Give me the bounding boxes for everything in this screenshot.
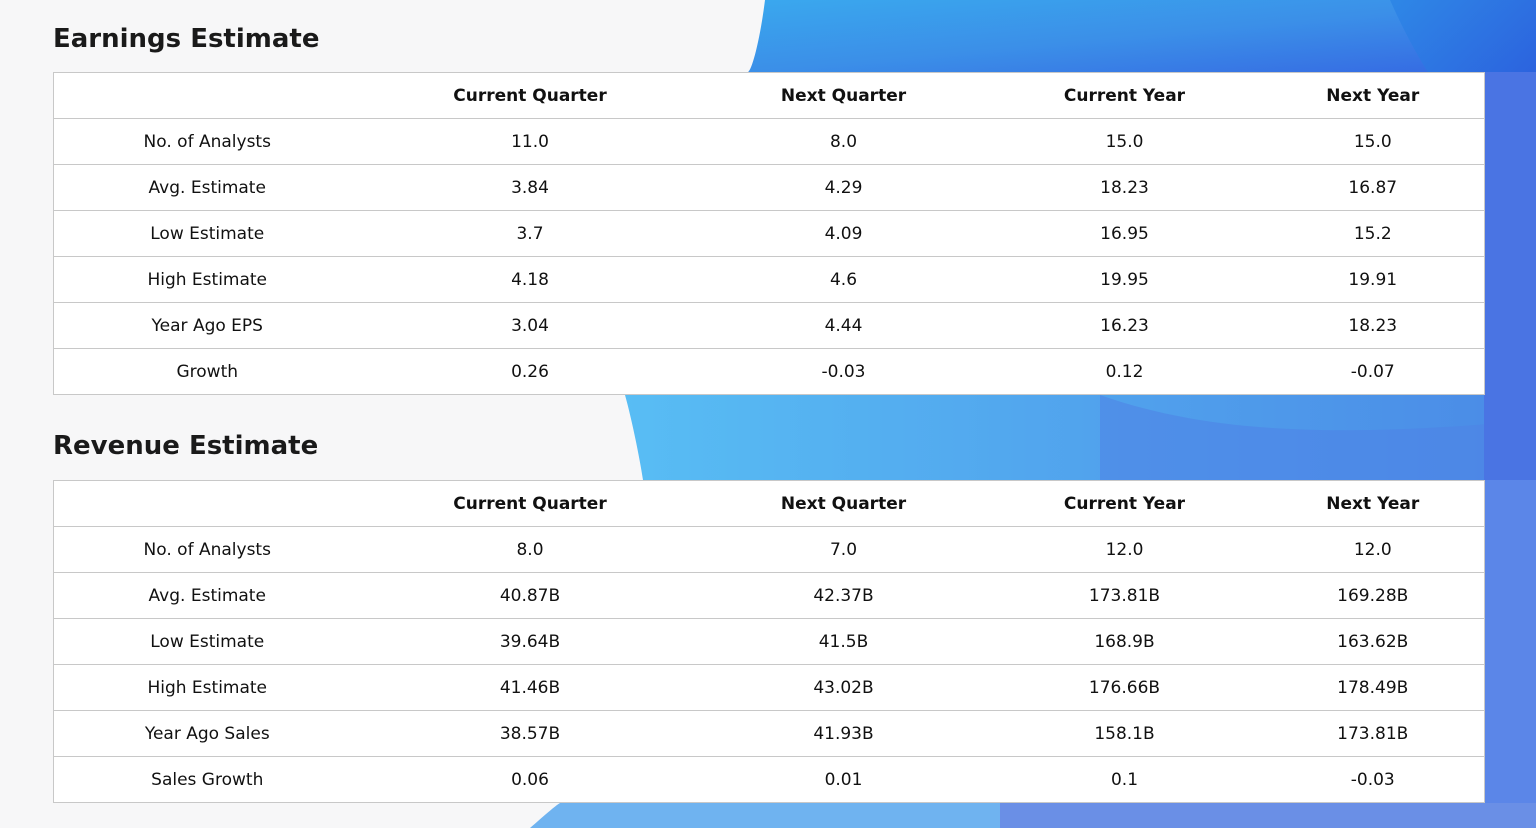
row-label: Sales Growth [151, 769, 264, 790]
cell-value: 16.87 [1261, 164, 1485, 211]
cell-value: 3.7 [360, 210, 700, 257]
cell-value: -0.03 [1350, 769, 1395, 790]
cell-value: 178.49B [1261, 664, 1485, 711]
cell-value: 41.5B [699, 618, 988, 665]
cell-value: 158.1B [987, 710, 1262, 757]
cell-value: 176.66B [987, 664, 1262, 711]
cell-value: 43.02B [699, 664, 988, 711]
revenue-estimate-title: Revenue Estimate [53, 431, 319, 461]
header-current-year: Current Year [987, 480, 1262, 527]
row-label: Growth [176, 361, 239, 382]
row-label: Year Ago Sales [53, 710, 361, 757]
cell-value: -0.07 [1350, 361, 1395, 382]
cell-value: 39.64B [360, 618, 700, 665]
earnings-estimate-table: Current Quarter Next Quarter Current Yea… [53, 72, 1485, 395]
cell-value: 4.44 [699, 302, 988, 349]
cell-value: 7.0 [699, 526, 988, 573]
cell-value: 4.09 [699, 210, 988, 257]
cell-value: 4.18 [360, 256, 700, 303]
header-current-year: Current Year [987, 72, 1262, 119]
cell-value: 4.29 [699, 164, 988, 211]
cell-value: 18.23 [1261, 302, 1485, 349]
cell-value: 168.9B [987, 618, 1262, 665]
row-label: High Estimate [53, 664, 361, 711]
table-row: Growth 0.26 -0.03 0.12 -0.07 [54, 349, 1485, 395]
cell-value: -0.03 [821, 361, 866, 382]
header-cell [53, 480, 361, 527]
cell-value: 0.26 [511, 361, 549, 382]
cell-value: 38.57B [360, 710, 700, 757]
cell-value: 4.6 [699, 256, 988, 303]
cell-value: 12.0 [1261, 526, 1485, 573]
cell-value: 163.62B [1261, 618, 1485, 665]
header-current-quarter: Current Quarter [360, 480, 700, 527]
table-row: Avg. Estimate 3.84 4.29 18.23 16.87 [53, 164, 1485, 211]
row-label: Low Estimate [53, 210, 361, 257]
cell-value: 41.93B [699, 710, 988, 757]
header-current-quarter: Current Quarter [360, 72, 700, 119]
cell-value: 40.87B [360, 572, 700, 619]
table-row: No. of Analysts 8.0 7.0 12.0 12.0 [53, 526, 1485, 573]
earnings-estimate-title: Earnings Estimate [53, 24, 320, 54]
cell-value: 15.0 [1261, 118, 1485, 165]
cell-value: 173.81B [987, 572, 1262, 619]
cell-value: 8.0 [699, 118, 988, 165]
cell-value: 19.91 [1261, 256, 1485, 303]
cell-value: 169.28B [1261, 572, 1485, 619]
table-row: Low Estimate 39.64B 41.5B 168.9B 163.62B [53, 618, 1485, 665]
row-label: Avg. Estimate [53, 164, 361, 211]
cell-value: 173.81B [1261, 710, 1485, 757]
table-row: Year Ago EPS 3.04 4.44 16.23 18.23 [53, 302, 1485, 349]
table-header-row: Current Quarter Next Quarter Current Yea… [53, 72, 1485, 119]
table-header-row: Current Quarter Next Quarter Current Yea… [53, 480, 1485, 527]
cell-value: 0.1 [1110, 769, 1139, 790]
row-label: High Estimate [53, 256, 361, 303]
cell-value: 3.84 [360, 164, 700, 211]
header-cell [53, 72, 361, 119]
header-next-quarter: Next Quarter [699, 72, 988, 119]
cell-value: 16.23 [987, 302, 1262, 349]
cell-value: 15.2 [1261, 210, 1485, 257]
cell-value: 41.46B [360, 664, 700, 711]
row-label: No. of Analysts [53, 118, 361, 165]
row-label: No. of Analysts [53, 526, 361, 573]
table-row: Avg. Estimate 40.87B 42.37B 173.81B 169.… [53, 572, 1485, 619]
table-row: High Estimate 41.46B 43.02B 176.66B 178.… [53, 664, 1485, 711]
cell-value: 8.0 [360, 526, 700, 573]
cell-value: 3.04 [360, 302, 700, 349]
cell-value: 12.0 [987, 526, 1262, 573]
row-label: Low Estimate [53, 618, 361, 665]
table-row: No. of Analysts 11.0 8.0 15.0 15.0 [53, 118, 1485, 165]
cell-value: 0.01 [824, 769, 863, 790]
header-next-year: Next Year [1261, 480, 1485, 527]
revenue-estimate-table: Current Quarter Next Quarter Current Yea… [53, 480, 1485, 803]
cell-value: 19.95 [987, 256, 1262, 303]
table-row: High Estimate 4.18 4.6 19.95 19.91 [53, 256, 1485, 303]
table-row: Sales Growth 0.06 0.01 0.1 -0.03 [54, 757, 1485, 803]
cell-value: 11.0 [360, 118, 700, 165]
table-row: Year Ago Sales 38.57B 41.93B 158.1B 173.… [53, 710, 1485, 757]
row-label: Year Ago EPS [53, 302, 361, 349]
header-next-year: Next Year [1261, 72, 1485, 119]
header-next-quarter: Next Quarter [699, 480, 988, 527]
table-row: Low Estimate 3.7 4.09 16.95 15.2 [53, 210, 1485, 257]
cell-value: 18.23 [987, 164, 1262, 211]
cell-value: 0.12 [1105, 361, 1144, 382]
cell-value: 0.06 [511, 769, 549, 790]
cell-value: 16.95 [987, 210, 1262, 257]
cell-value: 15.0 [987, 118, 1262, 165]
cell-value: 42.37B [699, 572, 988, 619]
row-label: Avg. Estimate [53, 572, 361, 619]
